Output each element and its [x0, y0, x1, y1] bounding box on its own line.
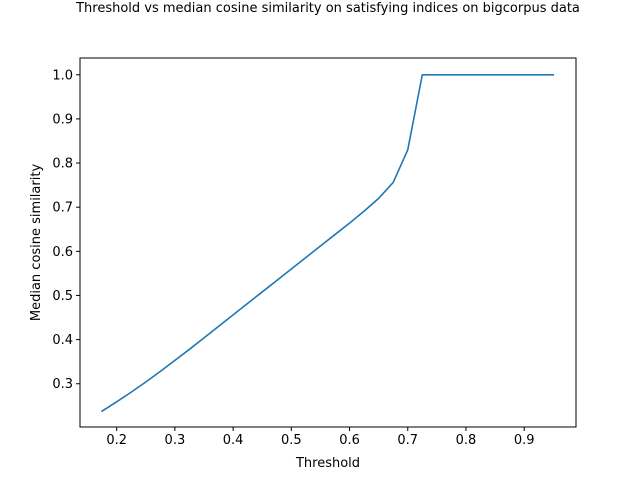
- series-line: [101, 73, 555, 413]
- y-tick-label: 0.3: [52, 377, 73, 392]
- y-tick-label: 1.0: [52, 68, 73, 83]
- x-tick-label: 0.6: [339, 433, 360, 448]
- y-axis-label: Median cosine similarity: [29, 164, 44, 322]
- y-tick-label: 0.6: [52, 245, 73, 260]
- x-tick-label: 0.8: [456, 433, 477, 448]
- x-axis: 0.2 0.3 0.4 0.5 0.6 0.7 0.8 0.9: [106, 427, 535, 448]
- series-layer: [101, 73, 555, 413]
- x-tick-label: 0.3: [165, 433, 186, 448]
- y-tick-label: 0.9: [52, 112, 73, 127]
- chart-title: Threshold vs median cosine similarity on…: [75, 1, 580, 16]
- y-tick-label: 0.5: [52, 289, 73, 304]
- x-tick-label: 0.5: [281, 433, 302, 448]
- y-tick-label: 0.7: [52, 201, 73, 216]
- plot-area-frame: [79, 57, 577, 428]
- y-tick-label: 0.4: [52, 333, 73, 348]
- x-tick-label: 0.9: [514, 433, 535, 448]
- x-tick-label: 0.7: [397, 433, 418, 448]
- x-tick-label: 0.2: [106, 433, 127, 448]
- x-tick-label: 0.4: [223, 433, 244, 448]
- x-axis-label: Threshold: [295, 456, 360, 471]
- y-tick-label: 0.8: [52, 157, 73, 172]
- y-axis: 0.3 0.4 0.5 0.6 0.7 0.8 0.9 1.0: [52, 68, 80, 392]
